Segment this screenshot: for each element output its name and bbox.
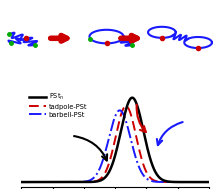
Legend: PSt$_n$, tadpole-PSt, barbell-PSt: PSt$_n$, tadpole-PSt, barbell-PSt bbox=[26, 89, 90, 120]
